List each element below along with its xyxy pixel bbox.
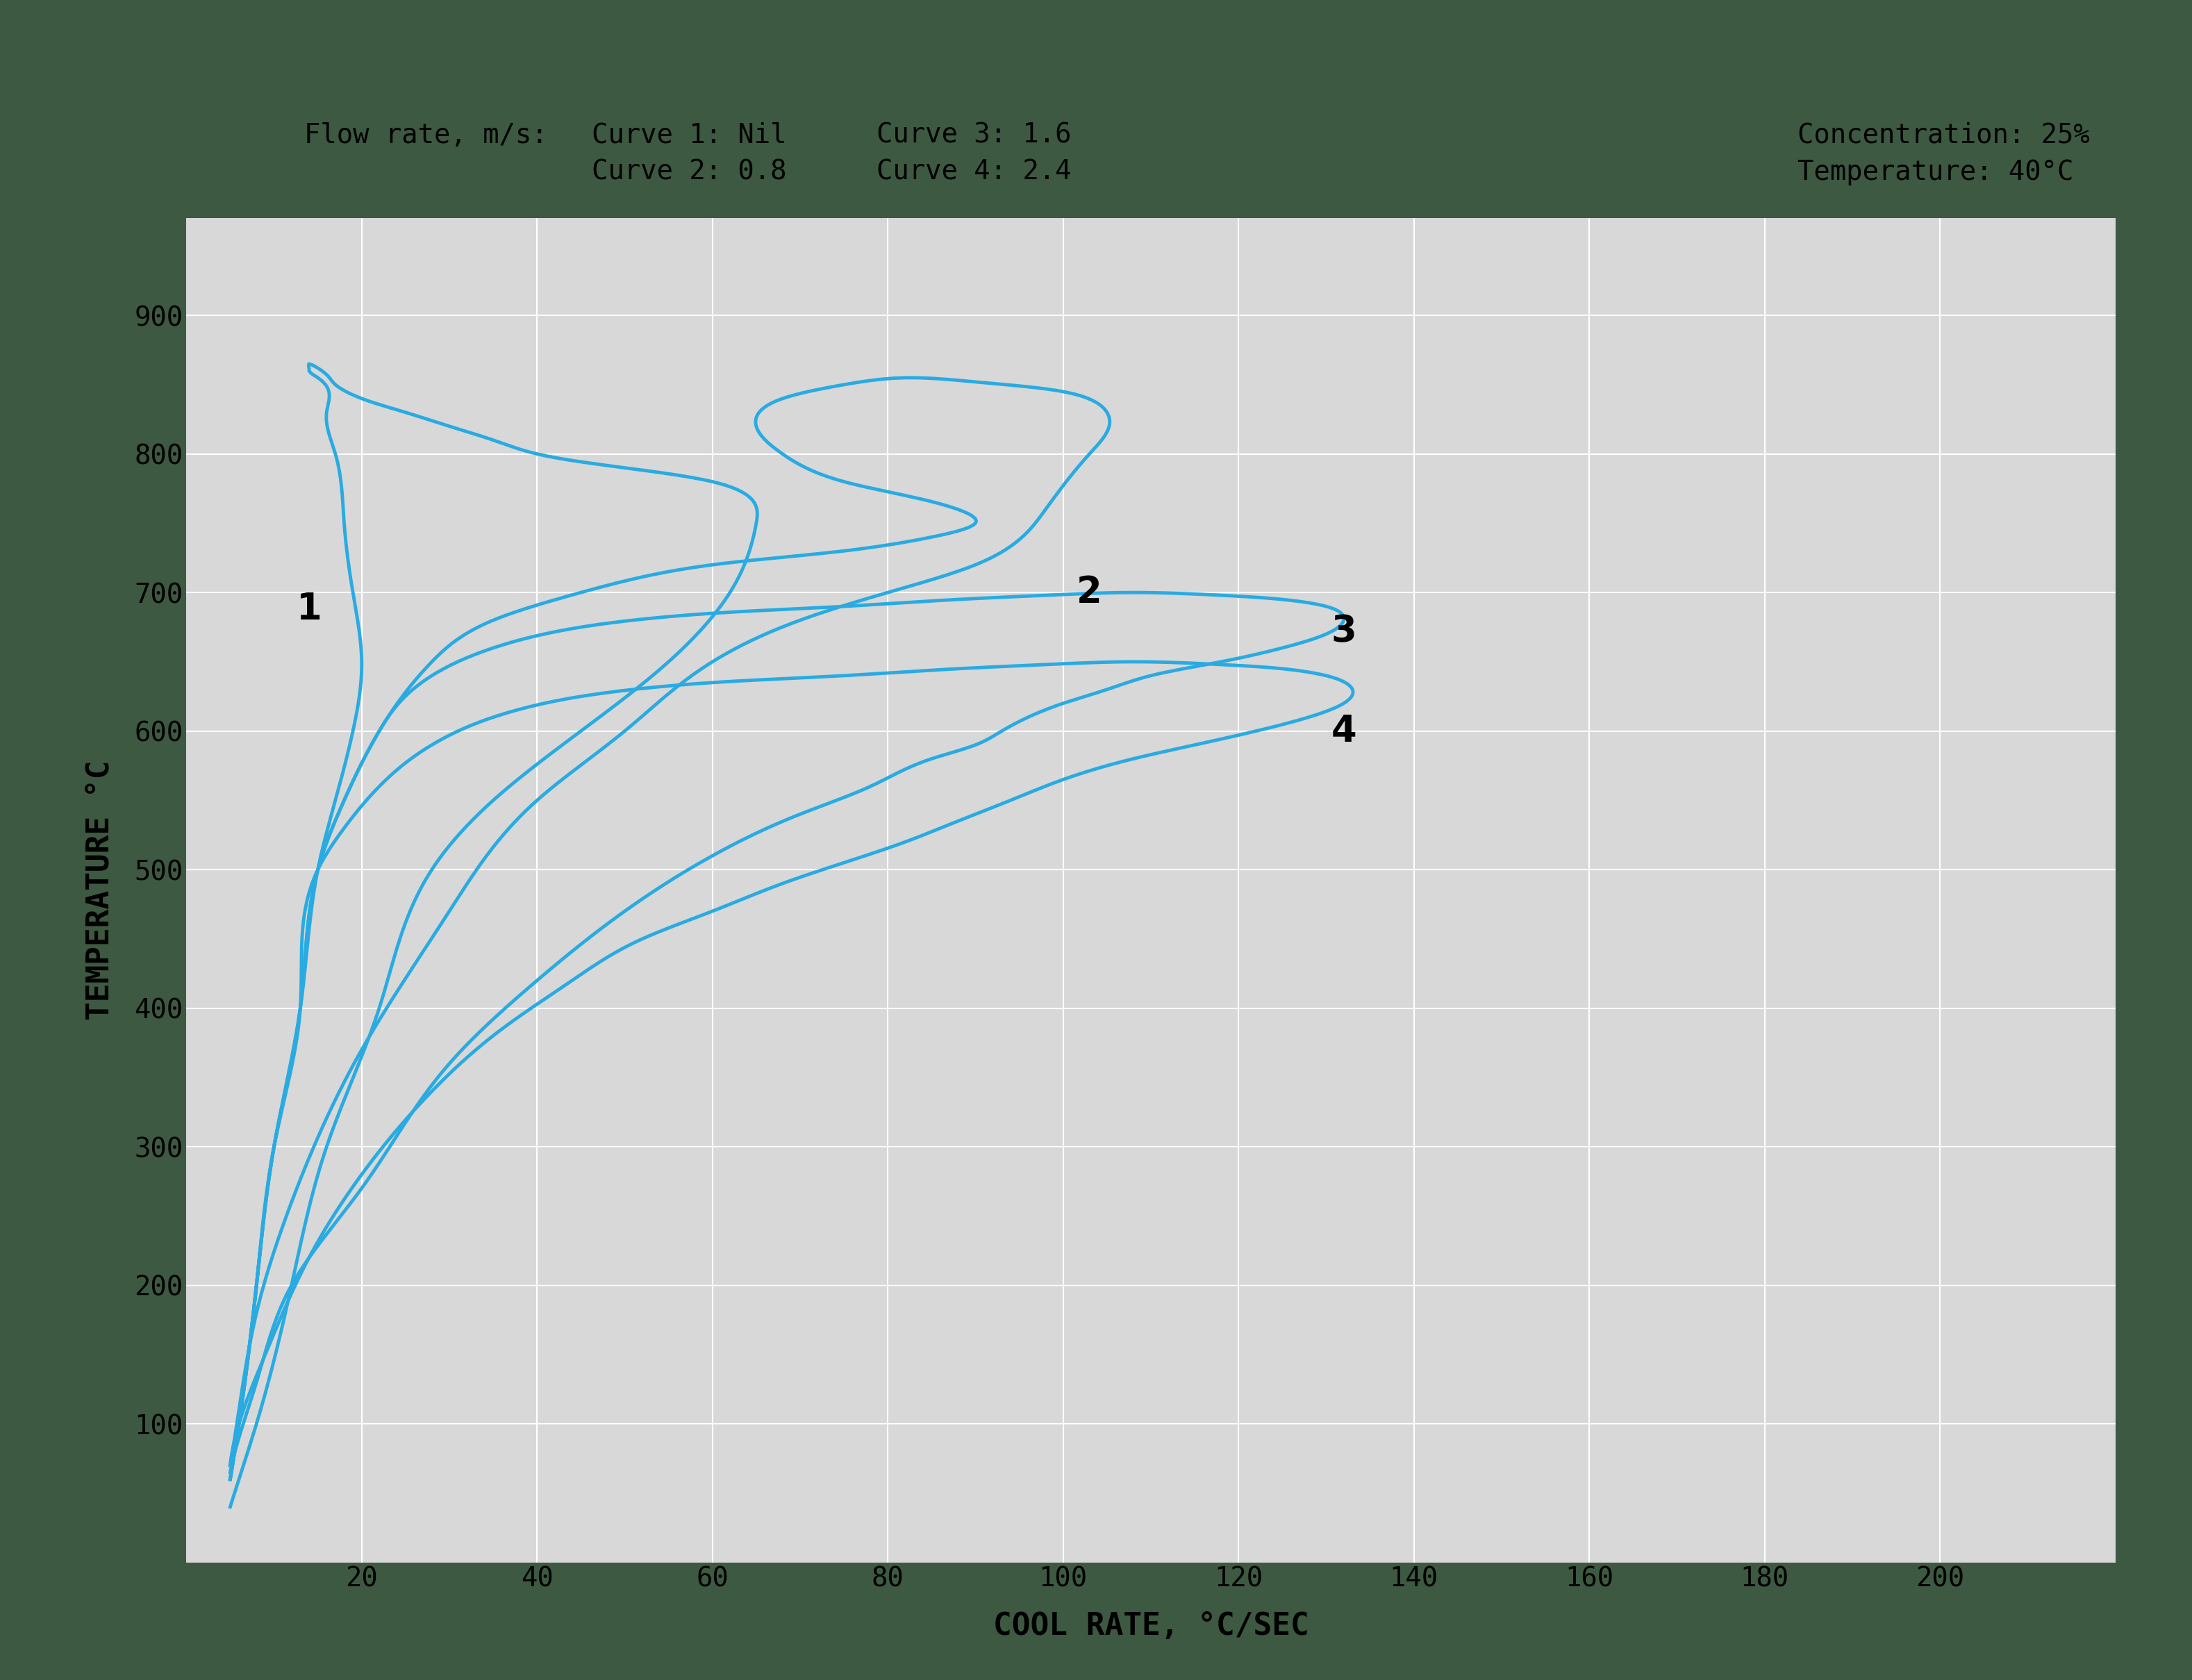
Text: Curve 3: 1.6: Curve 3: 1.6	[877, 123, 1072, 148]
Text: Curve 1: Nil: Curve 1: Nil	[592, 123, 787, 148]
Text: 3: 3	[1331, 613, 1357, 650]
Text: 4: 4	[1331, 712, 1357, 749]
Text: 2: 2	[1076, 575, 1103, 610]
X-axis label: COOL RATE, °C/SEC: COOL RATE, °C/SEC	[993, 1611, 1309, 1641]
Y-axis label: TEMPERATURE °C: TEMPERATURE °C	[85, 761, 114, 1020]
Text: Temperature: 40°C: Temperature: 40°C	[1797, 160, 2074, 185]
Text: Curve 4: 2.4: Curve 4: 2.4	[877, 160, 1072, 185]
Text: Curve 2: 0.8: Curve 2: 0.8	[592, 160, 787, 185]
Text: 1: 1	[296, 591, 322, 627]
Text: Concentration: 25%: Concentration: 25%	[1797, 123, 2089, 148]
Text: Flow rate, m/s:: Flow rate, m/s:	[305, 123, 548, 148]
